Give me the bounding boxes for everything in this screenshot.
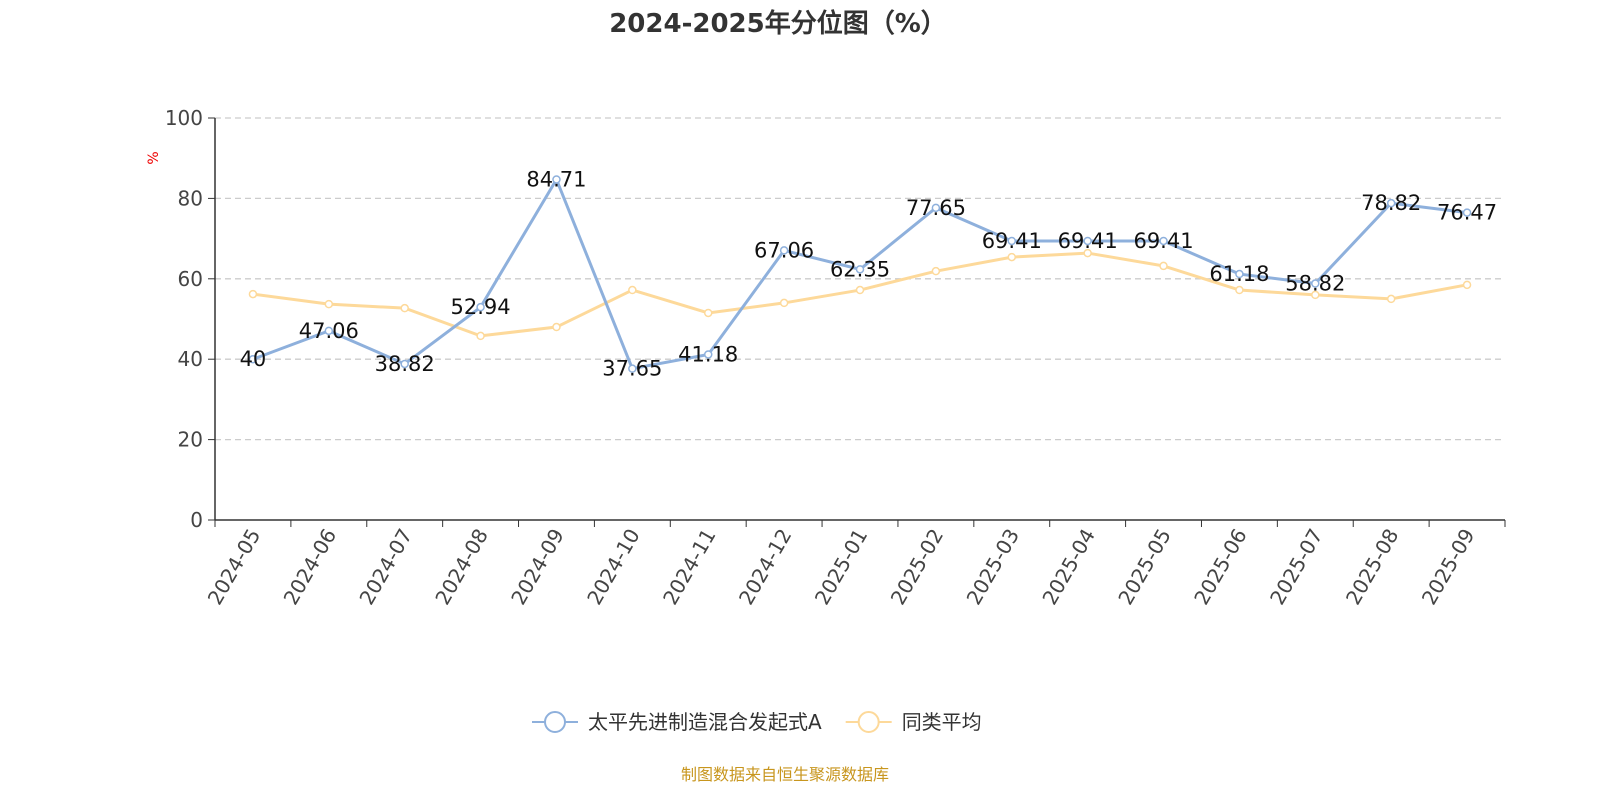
data-point	[1083, 248, 1092, 258]
data-point	[1462, 280, 1472, 290]
data-point	[855, 265, 865, 274]
x-tick-label: 2025-01	[810, 525, 873, 609]
data-point	[703, 350, 713, 359]
data-point	[324, 299, 334, 309]
data-label: 52.94	[451, 295, 511, 319]
data-point	[476, 331, 485, 341]
data-label: 47.06	[299, 319, 359, 343]
data-point	[248, 354, 258, 364]
data-point	[1007, 236, 1017, 246]
data-point	[476, 302, 485, 312]
y-tick-label: 80	[178, 186, 203, 210]
data-point	[1311, 290, 1320, 300]
data-point	[248, 289, 258, 299]
x-tick-label: 2025-03	[962, 525, 1025, 609]
footer-source: 制图数据来自恒生聚源数据库	[681, 765, 889, 784]
data-label: 69.41	[982, 229, 1042, 253]
data-label: 69.41	[1133, 229, 1193, 253]
data-label: 77.65	[906, 196, 966, 220]
data-point	[1386, 294, 1396, 304]
x-tick-label: 2025-02	[886, 525, 949, 609]
y-tick-label: 20	[178, 428, 203, 452]
x-tick-label: 2024-06	[279, 525, 342, 609]
data-label: 78.82	[1361, 191, 1421, 215]
x-tick-label: 2025-07	[1265, 525, 1328, 609]
data-point	[779, 298, 789, 308]
x-tick-label: 2025-08	[1341, 525, 1404, 609]
x-tick-label: 2024-08	[430, 525, 493, 609]
x-tick-label: 2025-05	[1113, 525, 1176, 609]
data-point	[552, 322, 561, 332]
legend-label: 同类平均	[902, 710, 982, 734]
y-tick-label: 100	[165, 106, 203, 130]
data-label: 58.82	[1285, 272, 1345, 296]
data-point	[1159, 236, 1168, 246]
data-point	[1462, 208, 1472, 217]
data-point	[855, 285, 865, 295]
x-tick-label: 2025-04	[1037, 525, 1100, 609]
data-label: 84.71	[526, 167, 586, 191]
y-tick-label: 0	[190, 508, 203, 532]
data-label: 61.18	[1209, 262, 1269, 286]
data-point	[400, 303, 409, 313]
x-tick-label: 2024-10	[582, 525, 645, 609]
data-label: 37.65	[602, 357, 662, 381]
y-tick-label: 60	[178, 267, 203, 291]
data-point	[703, 308, 713, 318]
chart-title: 2024-2025年分位图（%）	[609, 8, 947, 39]
data-point	[931, 203, 941, 213]
legend-marker	[857, 711, 880, 733]
x-tick-label: 2024-11	[658, 525, 721, 609]
data-point	[1083, 236, 1092, 246]
x-tick-label: 2025-09	[1417, 525, 1480, 609]
y-tick-label: 40	[178, 347, 203, 371]
data-point	[1386, 198, 1396, 208]
y-axis-label: %	[146, 151, 162, 164]
data-point	[1311, 279, 1320, 288]
data-point	[1235, 285, 1244, 295]
data-point	[324, 326, 334, 336]
x-tick-label: 2025-06	[1189, 525, 1252, 609]
data-point	[779, 246, 789, 255]
data-point	[552, 175, 561, 184]
data-point	[1159, 261, 1168, 271]
data-label: 76.47	[1437, 201, 1497, 225]
x-tick-label: 2024-05	[203, 525, 266, 609]
data-point	[1235, 269, 1244, 279]
x-tick-label: 2024-12	[734, 525, 797, 609]
data-label: 41.18	[678, 342, 738, 366]
data-point	[1007, 252, 1017, 262]
legend-marker	[544, 711, 566, 733]
data-point	[628, 364, 637, 373]
data-label: 40	[240, 347, 267, 371]
data-label: 67.06	[754, 238, 814, 262]
data-point	[628, 285, 637, 295]
data-point	[931, 266, 941, 276]
data-point	[400, 359, 409, 369]
data-label: 62.35	[830, 257, 890, 281]
data-label: 69.41	[1058, 229, 1118, 253]
x-tick-label: 2024-09	[506, 525, 569, 609]
data-label: 38.82	[375, 352, 435, 376]
x-tick-label: 2024-07	[354, 525, 417, 609]
legend-label: 太平先进制造混合发起式A	[588, 710, 822, 734]
